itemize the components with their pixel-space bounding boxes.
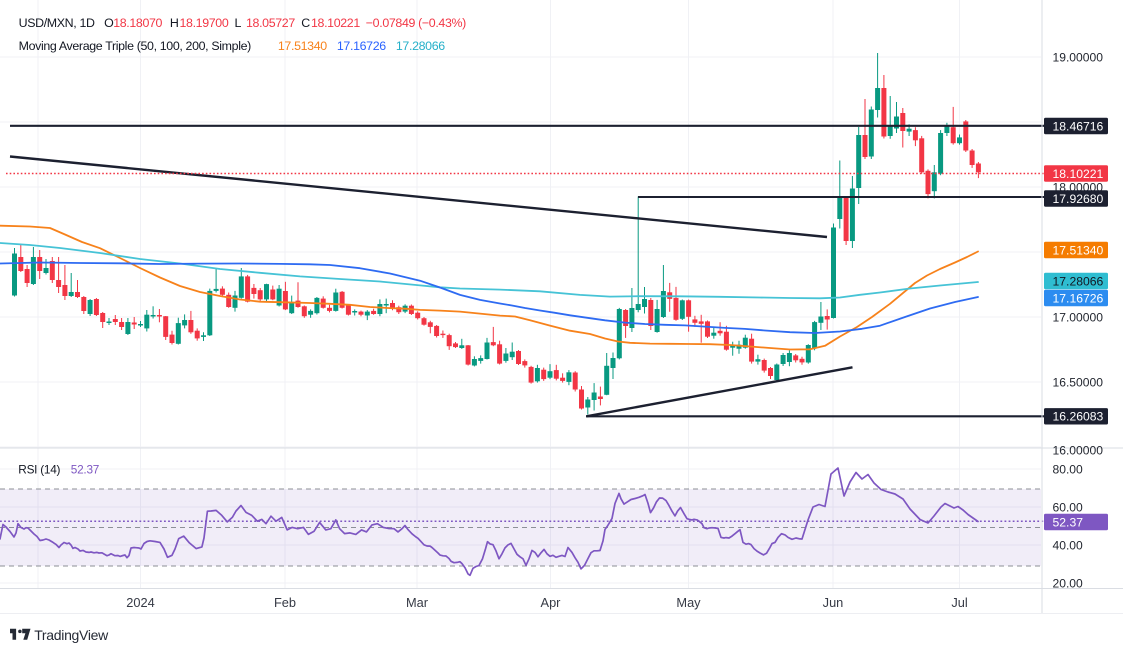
- svg-text:17.16726: 17.16726: [1053, 291, 1104, 305]
- svg-text:17.28066: 17.28066: [1053, 274, 1104, 288]
- svg-text:USD/MXN, 1D: USD/MXN, 1D: [19, 16, 95, 30]
- svg-text:2024: 2024: [126, 595, 154, 610]
- svg-text:60.00: 60.00: [1053, 500, 1084, 514]
- svg-text:52.37: 52.37: [71, 462, 99, 476]
- svg-text:C: C: [301, 16, 310, 30]
- svg-text:16.50000: 16.50000: [1053, 375, 1104, 389]
- svg-text:18.19700: 18.19700: [180, 16, 229, 30]
- svg-text:Jul: Jul: [951, 595, 967, 610]
- svg-text:17.00000: 17.00000: [1053, 310, 1104, 324]
- svg-text:52.37: 52.37: [1053, 515, 1084, 529]
- svg-text:RSI (14): RSI (14): [18, 462, 60, 476]
- svg-text:TradingView: TradingView: [34, 627, 109, 643]
- svg-text:17.92680: 17.92680: [1053, 192, 1104, 206]
- svg-text:19.00000: 19.00000: [1053, 50, 1104, 64]
- svg-text:18.05727: 18.05727: [246, 16, 295, 30]
- svg-text:Feb: Feb: [274, 595, 296, 610]
- svg-text:−0.07849 (−0.43%): −0.07849 (−0.43%): [366, 16, 466, 30]
- svg-text:80.00: 80.00: [1053, 462, 1084, 476]
- svg-text:Mar: Mar: [406, 595, 429, 610]
- svg-text:40.00: 40.00: [1053, 538, 1084, 552]
- svg-text:17.51340: 17.51340: [278, 39, 327, 53]
- svg-text:18.10221: 18.10221: [311, 16, 360, 30]
- svg-text:18.10221: 18.10221: [1053, 167, 1104, 181]
- svg-text:May: May: [676, 595, 701, 610]
- svg-text:18.18070: 18.18070: [113, 16, 162, 30]
- svg-text:O: O: [104, 16, 114, 30]
- svg-text:20.00: 20.00: [1053, 576, 1084, 590]
- svg-text:17.51340: 17.51340: [1053, 243, 1104, 257]
- svg-text:17.16726: 17.16726: [337, 39, 386, 53]
- svg-text:Jun: Jun: [823, 595, 844, 610]
- svg-text:Apr: Apr: [541, 595, 562, 610]
- svg-text:18.46716: 18.46716: [1053, 119, 1104, 133]
- svg-text:L: L: [235, 16, 242, 30]
- svg-text:17.28066: 17.28066: [396, 39, 445, 53]
- svg-text:16.26083: 16.26083: [1053, 410, 1104, 424]
- svg-text:16.00000: 16.00000: [1053, 443, 1104, 457]
- svg-text:H: H: [170, 16, 179, 30]
- svg-text:Moving Average Triple (50, 100: Moving Average Triple (50, 100, 200, Sim…: [19, 39, 252, 53]
